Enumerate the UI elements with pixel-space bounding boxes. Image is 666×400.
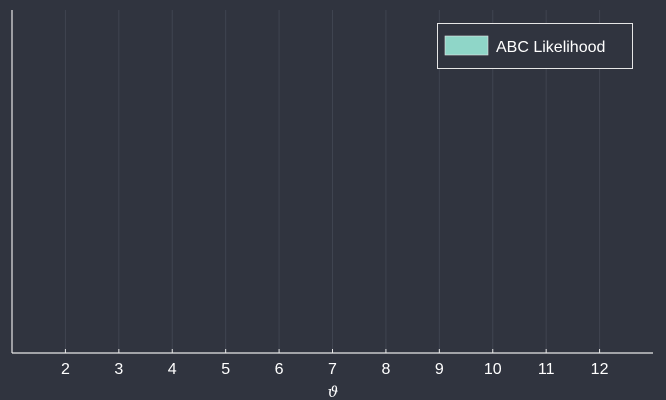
- x-tick-label-11: 11: [538, 361, 555, 378]
- x-tick-label-9: 9: [435, 361, 444, 378]
- x-ticks: 2 3 4 5 6 7 8 9 10 11 12: [61, 349, 609, 378]
- x-tick-label-12: 12: [591, 361, 609, 378]
- legend-swatch: [444, 35, 489, 56]
- x-tick-label-10: 10: [484, 361, 502, 378]
- x-tick-label-4: 4: [168, 361, 177, 378]
- x-tick-label-5: 5: [221, 361, 230, 378]
- legend-label: ABC Likelihood: [496, 39, 605, 56]
- legend: ABC Likelihood: [437, 23, 633, 69]
- x-axis-label: ϑ: [328, 383, 339, 400]
- x-tick-label-3: 3: [114, 361, 123, 378]
- x-tick-label-7: 7: [328, 361, 337, 378]
- x-tick-label-8: 8: [381, 361, 390, 378]
- x-tick-label-2: 2: [61, 361, 70, 378]
- legend-box: [437, 23, 633, 69]
- x-tick-label-6: 6: [275, 361, 284, 378]
